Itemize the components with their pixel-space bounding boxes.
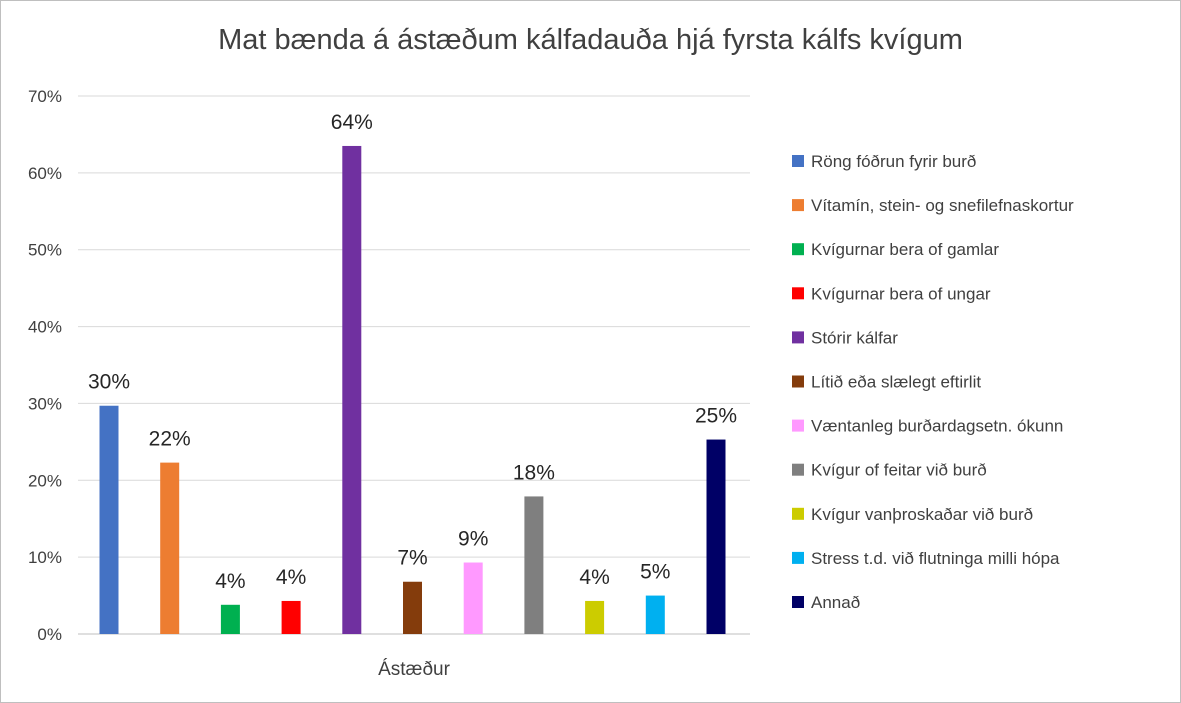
legend-swatch <box>792 375 804 388</box>
y-tick-label: 10% <box>28 548 62 567</box>
legend-swatch <box>792 331 804 344</box>
data-label: 25% <box>695 405 737 428</box>
legend-label: Kvígurnar bera of ungar <box>811 284 991 303</box>
legend-swatch <box>792 596 804 608</box>
legend-swatch <box>792 243 804 256</box>
legend-label: Stress t.d. við flutninga milli hópa <box>811 549 1060 568</box>
data-label: 5% <box>640 561 670 584</box>
x-axis-label: Ástæður <box>378 659 450 680</box>
bar <box>281 600 301 634</box>
data-label: 9% <box>458 528 488 551</box>
legend-label: Kvígurnar bera of gamlar <box>811 240 999 259</box>
data-label: 30% <box>88 371 130 394</box>
legend-label: Annað <box>811 593 860 612</box>
legend-swatch <box>792 287 804 300</box>
y-tick-label: 70% <box>28 87 62 106</box>
data-label: 4% <box>276 566 306 589</box>
bar <box>160 462 180 634</box>
legend-label: Lítið eða slælegt eftirlit <box>811 373 981 392</box>
bar <box>645 595 665 634</box>
y-tick-label: 40% <box>28 318 62 337</box>
data-label: 4% <box>215 570 245 593</box>
bar <box>463 562 483 634</box>
data-label: 22% <box>149 428 191 451</box>
chart-title: Mat bænda á ástæðum kálfadauða hjá fyrst… <box>218 24 963 56</box>
y-tick-label: 30% <box>28 394 62 413</box>
legend-swatch <box>792 419 804 432</box>
bar <box>220 604 240 634</box>
legend-label: Væntanleg burðardagsetn. ókunn <box>811 417 1063 436</box>
bar <box>99 405 119 634</box>
legend-swatch <box>792 155 804 167</box>
legend-label: Stórir kálfar <box>811 328 898 347</box>
legend-label: Vítamín, stein- og snefilefnaskortur <box>811 196 1074 215</box>
legend-swatch <box>792 463 804 476</box>
legend-label: Kvígur vanþroskaðar við burð <box>811 505 1033 524</box>
bar <box>585 600 605 634</box>
y-tick-label: 60% <box>28 164 62 183</box>
data-label: 4% <box>579 566 609 589</box>
bar <box>706 439 726 634</box>
y-tick-label: 20% <box>28 471 62 490</box>
y-tick-label: 0% <box>37 625 62 644</box>
data-label: 64% <box>331 111 373 134</box>
legend-label: Röng fóðrun fyrir burð <box>811 152 976 171</box>
bar <box>403 581 422 634</box>
bar <box>342 145 362 634</box>
legend-swatch <box>792 199 804 212</box>
data-label: 18% <box>513 461 555 484</box>
bar <box>524 496 544 634</box>
legend-label: Kvígur of feitar við burð <box>811 461 987 480</box>
legend-swatch <box>792 551 804 564</box>
data-label: 7% <box>397 547 427 570</box>
y-tick-label: 50% <box>28 241 62 260</box>
legend-swatch <box>792 507 804 520</box>
